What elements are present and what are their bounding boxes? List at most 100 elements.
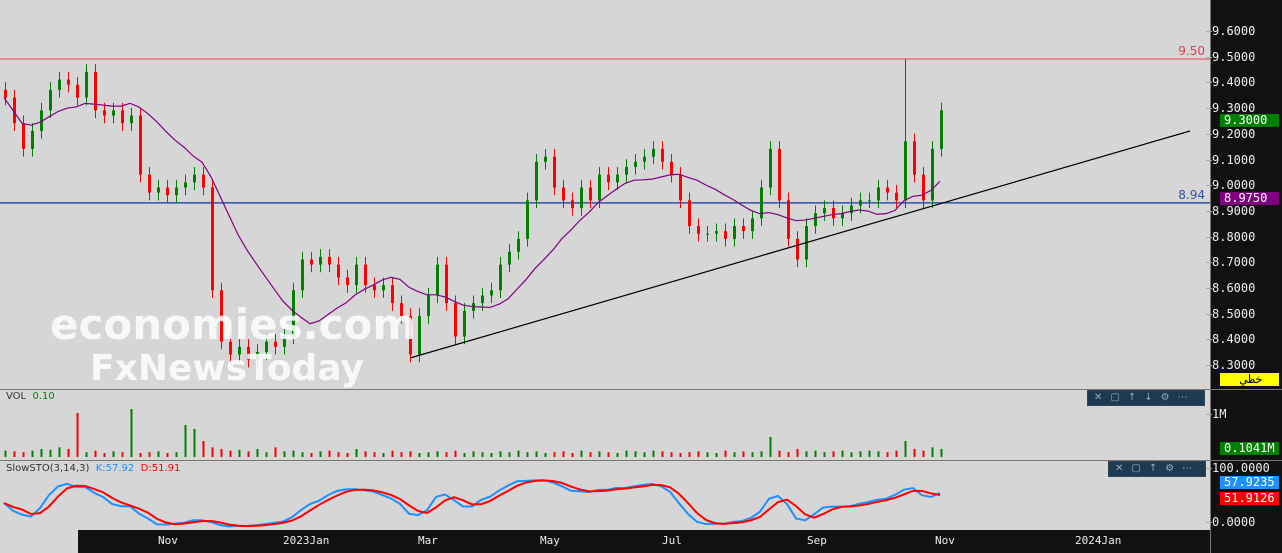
candle [391,285,394,304]
time-axis-label: Sep [807,534,827,547]
candle [112,110,115,116]
time-axis-label: Nov [935,534,955,547]
candle [553,156,556,188]
candle [283,336,286,347]
candle [589,187,592,201]
sto-panel-toolbar[interactable]: ✕▢↑⚙⋯ [1108,461,1206,477]
watermark-economies: economies.com [50,300,417,349]
candle [256,351,259,360]
candle [193,174,196,183]
candle [526,200,529,239]
sto-d-badge: 51.9126 [1220,492,1279,505]
candle [49,89,52,111]
sto-k-line [3,479,941,528]
price-axis-tick: 9.1000 [1205,152,1256,167]
candle [319,256,322,265]
price-axis-tick: 8.8000 [1205,229,1256,244]
candle [157,187,160,193]
resistance-label: 9.50 [1178,44,1205,58]
candle [679,174,682,201]
candle [265,341,268,352]
price-axis-tick: 9.6000 [1205,24,1256,38]
candle [796,238,799,260]
price-axis-tick: 8.6000 [1205,281,1256,295]
candle [211,187,214,291]
candle [130,115,133,124]
price-axis-tick: 8.9000 [1205,203,1256,218]
price-chart[interactable]: 9.50 8.94 [0,0,1210,553]
candle [688,200,691,227]
candle [274,341,277,347]
candle [31,130,34,149]
price-axis-tick: 8.7000 [1205,255,1256,270]
candle [868,200,871,202]
candle [625,166,628,175]
price-axis-tick: 9.4000 [1205,75,1256,90]
candle [247,346,250,360]
candle [58,79,61,90]
sto-k-badge: 57.9235 [1220,476,1279,489]
candle [814,213,817,227]
candle [643,156,646,162]
candle [733,226,736,239]
candle [940,110,943,149]
volume-panel-toolbar[interactable]: ✕▢↑↓⚙⋯ [1087,390,1205,406]
candle [463,310,466,337]
candle [238,346,241,355]
volume-last-badge: 0.1041M [1220,442,1279,455]
candle [913,141,916,175]
candle [328,256,331,265]
candle [139,115,142,175]
price-axis-tick: 9.2000 [1205,126,1256,141]
sto-axis-bottom: 0.0000 [1205,515,1256,529]
candle [220,290,223,342]
candle [706,233,709,235]
candle [895,192,898,201]
candle [904,141,907,201]
candle [175,187,178,196]
candle [373,285,376,291]
trend-line [409,130,1191,359]
candle [337,264,340,278]
time-axis-label: 2023Jan [283,534,330,547]
candle [301,259,304,291]
watermark-fxnewstoday: FxNewsToday [90,348,364,389]
candle [148,174,151,193]
ma-value-badge: 8.9750 [1220,192,1279,205]
candle [202,174,205,188]
price-axis-tick: 9.3000 [1205,101,1256,116]
price-axis-tick: 9.5000 [1205,49,1256,64]
candle [292,290,295,337]
candle [634,161,637,167]
last-price-badge: 9.3000 [1220,114,1279,127]
candle [85,71,88,98]
time-axis-label: Mar [418,534,438,547]
candle [4,89,7,98]
candle [580,187,583,209]
candle [229,341,232,355]
candle [697,226,700,234]
sto-d-line [3,479,941,528]
time-axis-label: 2024Jan [1075,534,1122,547]
price-axis-tick: 8.5000 [1205,306,1256,321]
candle [445,264,448,304]
candle [490,290,493,296]
candle [499,264,502,291]
candle [787,200,790,239]
candle [535,161,538,201]
candle [598,174,601,201]
candle [454,303,457,337]
chart-mode-button[interactable]: خطي [1220,373,1279,386]
candle [652,148,655,157]
volume-label: VOL 0.10 [6,391,55,402]
time-axis[interactable] [78,530,1210,553]
candle [166,187,169,196]
candle [751,218,754,232]
candle [607,174,610,183]
candle [715,231,718,234]
candle [931,148,934,201]
candle [418,316,421,355]
candle [481,295,484,304]
candle [616,174,619,183]
price-axis-tick: 9.0000 [1205,178,1256,193]
